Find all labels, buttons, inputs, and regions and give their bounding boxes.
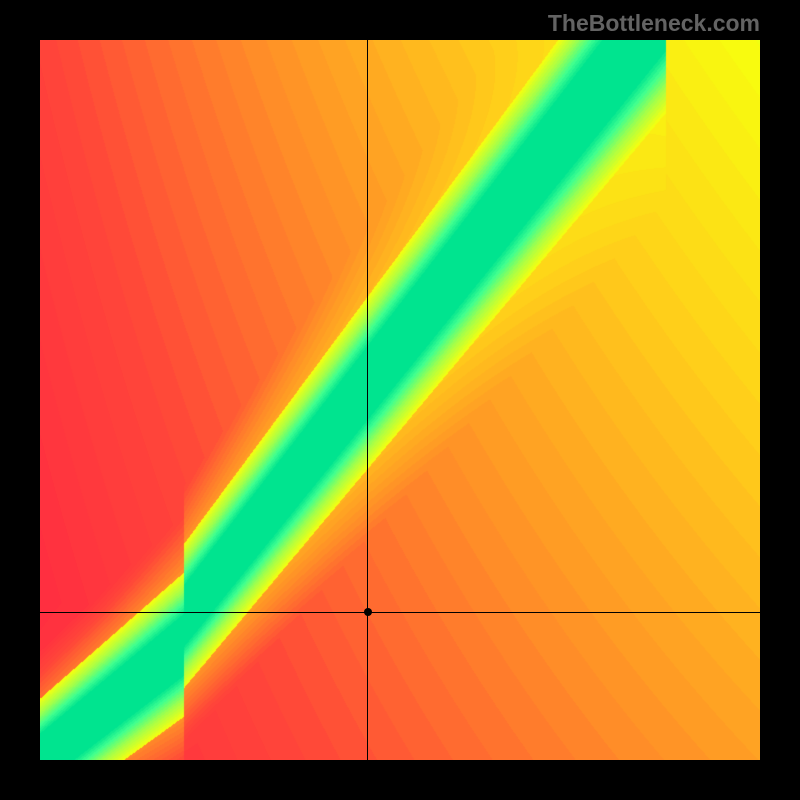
- bottleneck-heatmap: [40, 40, 760, 760]
- watermark-text: TheBottleneck.com: [548, 10, 760, 37]
- crosshair-horizontal: [40, 612, 760, 613]
- chart-container: TheBottleneck.com: [0, 0, 800, 800]
- crosshair-marker: [364, 608, 372, 616]
- crosshair-vertical: [367, 40, 368, 760]
